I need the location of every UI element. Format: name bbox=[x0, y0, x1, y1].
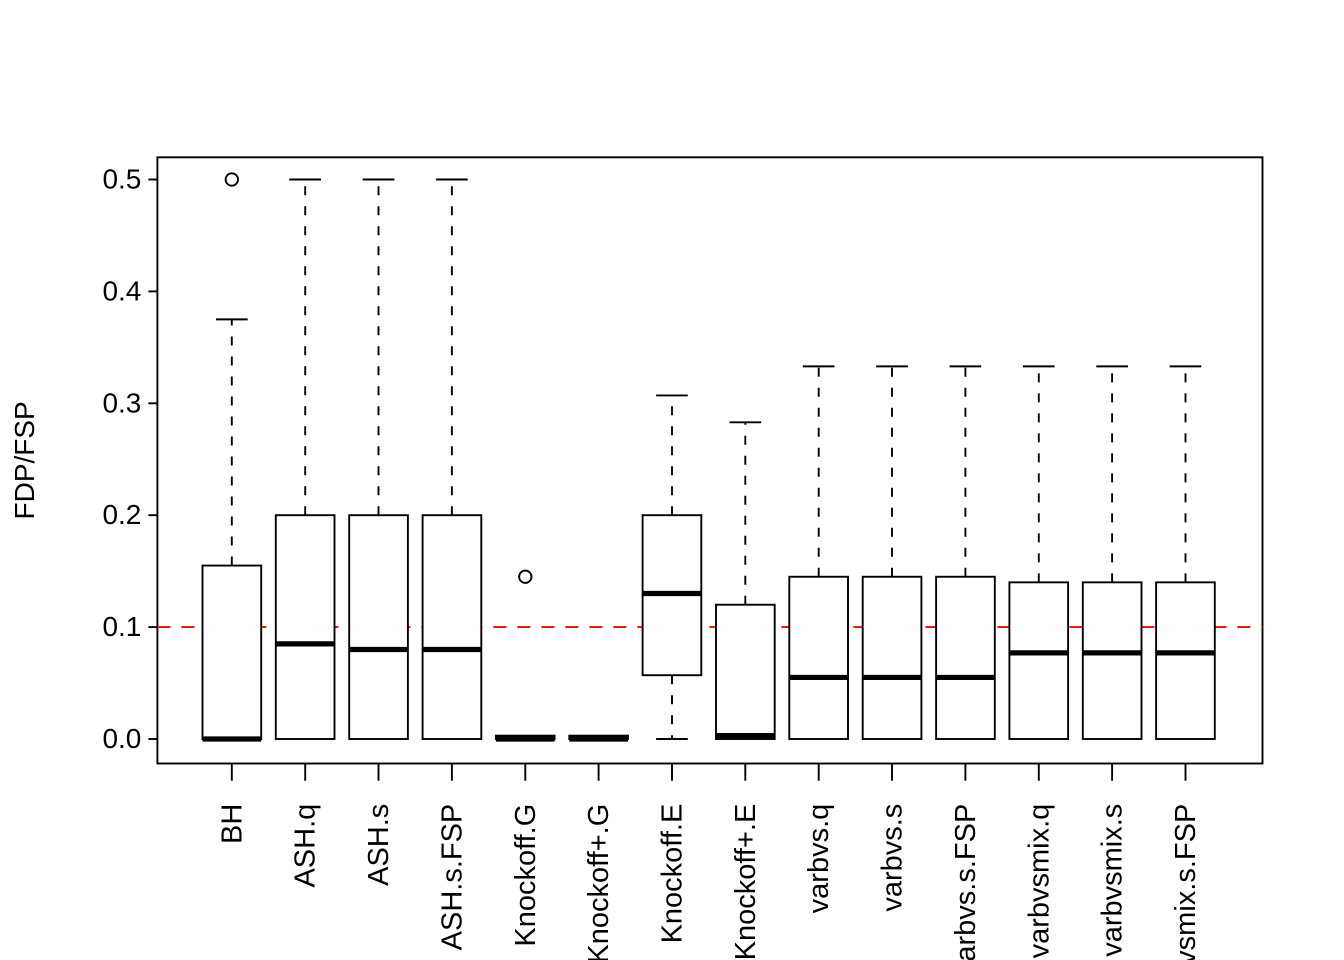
svg-text:0.4: 0.4 bbox=[102, 275, 141, 306]
svg-text:varbvsmix.s: varbvsmix.s bbox=[1097, 804, 1129, 957]
svg-text:varbvs.s.FSP: varbvs.s.FSP bbox=[950, 804, 982, 960]
svg-text:Knockoff+.E: Knockoff+.E bbox=[730, 804, 762, 960]
svg-text:varbvsmix.s.FSP: varbvsmix.s.FSP bbox=[1170, 804, 1202, 960]
svg-text:ASH.s.FSP: ASH.s.FSP bbox=[436, 804, 468, 951]
svg-text:FDP/FSP: FDP/FSP bbox=[9, 401, 40, 519]
svg-text:Knockoff+.G: Knockoff+.G bbox=[583, 804, 615, 960]
svg-text:BH: BH bbox=[216, 804, 248, 844]
svg-text:0.2: 0.2 bbox=[102, 499, 141, 530]
svg-text:ASH.q: ASH.q bbox=[290, 804, 322, 888]
svg-text:0.1: 0.1 bbox=[102, 611, 141, 642]
svg-text:varbvs.q: varbvs.q bbox=[803, 804, 835, 914]
svg-text:varbvs.s: varbvs.s bbox=[877, 804, 909, 912]
svg-text:0.3: 0.3 bbox=[102, 387, 141, 418]
svg-text:ASH.s: ASH.s bbox=[363, 804, 395, 886]
svg-text:Knockoff.E: Knockoff.E bbox=[657, 804, 689, 944]
svg-text:0.5: 0.5 bbox=[102, 164, 141, 195]
svg-text:Knockoff.G: Knockoff.G bbox=[510, 804, 542, 947]
svg-text:0.0: 0.0 bbox=[102, 723, 141, 754]
svg-text:varbvsmix.q: varbvsmix.q bbox=[1023, 804, 1055, 959]
